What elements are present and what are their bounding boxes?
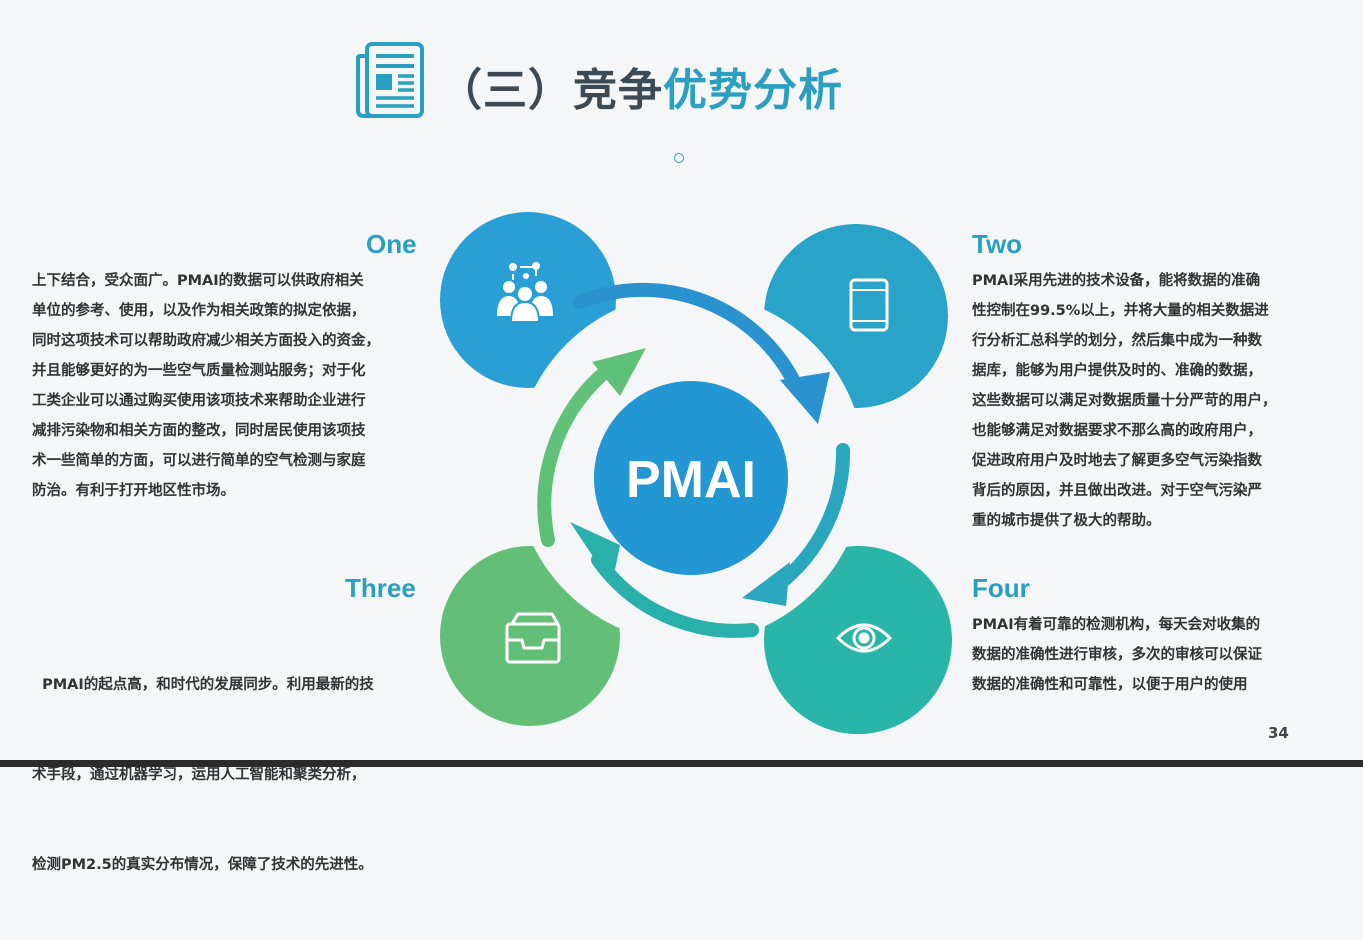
text-line: 这些数据可以满足对数据质量十分严苛的用户， bbox=[972, 393, 1277, 409]
text-line: 行分析汇总科学的划分，然后集中成为一种数 bbox=[972, 333, 1262, 349]
team-network-icon bbox=[497, 262, 553, 323]
text-line: 数据的准确性进行审核，多次的审核可以保证 bbox=[972, 647, 1262, 663]
arrow-four-to-three bbox=[570, 522, 759, 638]
decorative-dot bbox=[674, 153, 684, 163]
eye-icon bbox=[835, 623, 893, 653]
text-line: 防治。有利于打开地区性市场。 bbox=[32, 483, 235, 499]
title-accent: 优势分析 bbox=[663, 65, 843, 116]
text-three: PMAI的起点高，和时代的发展同步。利用最新的技 术手段，通过机器学习，运用人工… bbox=[32, 610, 374, 940]
title-prefix: （三）竞争 bbox=[438, 65, 663, 116]
text-line: 单位的参考、使用，以及作为相关政策的拟定依据， bbox=[32, 303, 366, 319]
arrow-one-to-two bbox=[573, 282, 830, 424]
center-label: PMAI bbox=[626, 451, 756, 509]
inbox-tray-icon bbox=[505, 612, 561, 664]
text-line: 也能够满足对数据要求不那么高的政府用户， bbox=[972, 423, 1262, 439]
newspaper-icon bbox=[356, 42, 424, 118]
text-line: PMAI采用先进的技术设备，能将数据的准确 bbox=[972, 273, 1261, 289]
text-line: 检测PM2.5的真实分布情况，保障了技术的先进性。 bbox=[32, 857, 373, 873]
text-four: PMAI有着可靠的检测机构，每天会对收集的 数据的准确性进行审核，多次的审核可以… bbox=[972, 610, 1262, 700]
text-line: 性控制在99.5%以上，并将大量的相关数据进 bbox=[972, 303, 1269, 319]
text-line: 促进政府用户及时地去了解更多空气污染指数 bbox=[972, 453, 1262, 469]
slide: （三）竞争优势分析 bbox=[0, 42, 1363, 873]
cycle-diagram: PMAI bbox=[440, 212, 952, 734]
text-line: 术一些简单的方面，可以进行简单的空气检测与家庭 bbox=[32, 453, 366, 469]
text-line: 减排污染物和相关方面的整改，同时居民使用该项技 bbox=[32, 423, 366, 439]
text-line: 重的城市提供了极大的帮助。 bbox=[972, 513, 1161, 529]
bottom-bar bbox=[0, 760, 1363, 767]
text-line: 据库，能够为用户提供及时的、准确的数据， bbox=[972, 363, 1262, 379]
center-circle bbox=[594, 381, 788, 575]
heading-four: Four bbox=[972, 573, 1030, 603]
tablet-icon bbox=[849, 278, 889, 332]
page-number: 34 bbox=[1268, 724, 1289, 742]
text-line: PMAI的起点高，和时代的发展同步。利用最新的技 bbox=[32, 677, 374, 693]
text-line: 并且能够更好的为一些空气质量检测站服务；对于化 bbox=[32, 363, 366, 379]
arrow-two-to-four bbox=[742, 443, 851, 606]
heading-one: One bbox=[366, 229, 417, 259]
text-two: PMAI采用先进的技术设备，能将数据的准确 性控制在99.5%以上，并将大量的相… bbox=[972, 266, 1277, 536]
heading-two: Two bbox=[972, 229, 1023, 259]
text-line: PMAI有着可靠的检测机构，每天会对收集的 bbox=[972, 617, 1261, 633]
heading-three: Three bbox=[345, 573, 416, 603]
text-line: 数据的准确性和可靠性，以便于用户的使用 bbox=[972, 677, 1248, 693]
page-title: （三）竞争优势分析 bbox=[438, 54, 843, 118]
text-line: 同时这项技术可以帮助政府减少相关方面投入的资金， bbox=[32, 333, 380, 349]
text-one: 上下结合，受众面广。PMAI的数据可以供政府相关 单位的参考、使用，以及作为相关… bbox=[32, 266, 380, 506]
arrow-three-to-one bbox=[537, 348, 646, 547]
text-line: 背后的原因，并且做出改进。对于空气污染严 bbox=[972, 483, 1262, 499]
text-line: 工类企业可以通过购买使用该项技术来帮助企业进行 bbox=[32, 393, 366, 409]
text-line: 上下结合，受众面广。PMAI的数据可以供政府相关 bbox=[32, 273, 364, 289]
